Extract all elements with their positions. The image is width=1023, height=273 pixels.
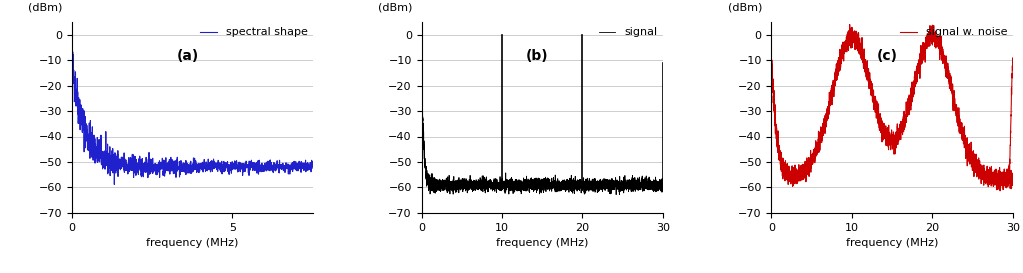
spectral shape (174, 161, 186, 165)
Line: signal: signal (421, 57, 663, 195)
spectral shape (66, 58, 79, 61)
spectral shape (66, 50, 79, 54)
signal (650, 190, 662, 194)
signal (519, 178, 531, 182)
Legend: signal: signal (598, 27, 658, 37)
signal w. noise (1007, 173, 1019, 177)
spectral shape (95, 156, 107, 160)
X-axis label: frequency (MHz): frequency (MHz) (846, 238, 938, 248)
Text: (dBm): (dBm) (379, 2, 412, 12)
signal (613, 193, 625, 196)
signal w. noise (807, 152, 819, 155)
Text: (dBm): (dBm) (29, 2, 62, 12)
signal w. noise (858, 51, 871, 55)
signal w. noise (994, 189, 1007, 192)
spectral shape (85, 152, 97, 155)
signal (517, 180, 529, 183)
signal w. noise (844, 23, 856, 26)
signal w. noise (976, 178, 988, 182)
signal (657, 178, 669, 182)
Text: (dBm): (dBm) (728, 2, 762, 12)
signal w. noise (765, 62, 777, 66)
Text: (c): (c) (877, 49, 898, 63)
X-axis label: frequency (MHz): frequency (MHz) (146, 238, 238, 248)
spectral shape (204, 167, 216, 171)
spectral shape (307, 164, 319, 167)
signal (637, 184, 650, 187)
Text: (b): (b) (526, 49, 548, 63)
Legend: spectral shape: spectral shape (199, 27, 307, 37)
spectral shape (108, 183, 121, 186)
X-axis label: frequency (MHz): frequency (MHz) (496, 238, 588, 248)
Line: spectral shape: spectral shape (73, 52, 313, 185)
spectral shape (169, 170, 181, 174)
signal (590, 181, 603, 184)
signal (415, 56, 428, 59)
spectral shape (178, 164, 190, 168)
signal w. noise (793, 177, 805, 180)
signal w. noise (1003, 182, 1015, 185)
Text: (a): (a) (176, 49, 198, 63)
Line: signal w. noise: signal w. noise (771, 25, 1013, 191)
signal w. noise (869, 106, 881, 110)
signal (530, 182, 542, 185)
Legend: signal w. noise: signal w. noise (900, 27, 1008, 37)
